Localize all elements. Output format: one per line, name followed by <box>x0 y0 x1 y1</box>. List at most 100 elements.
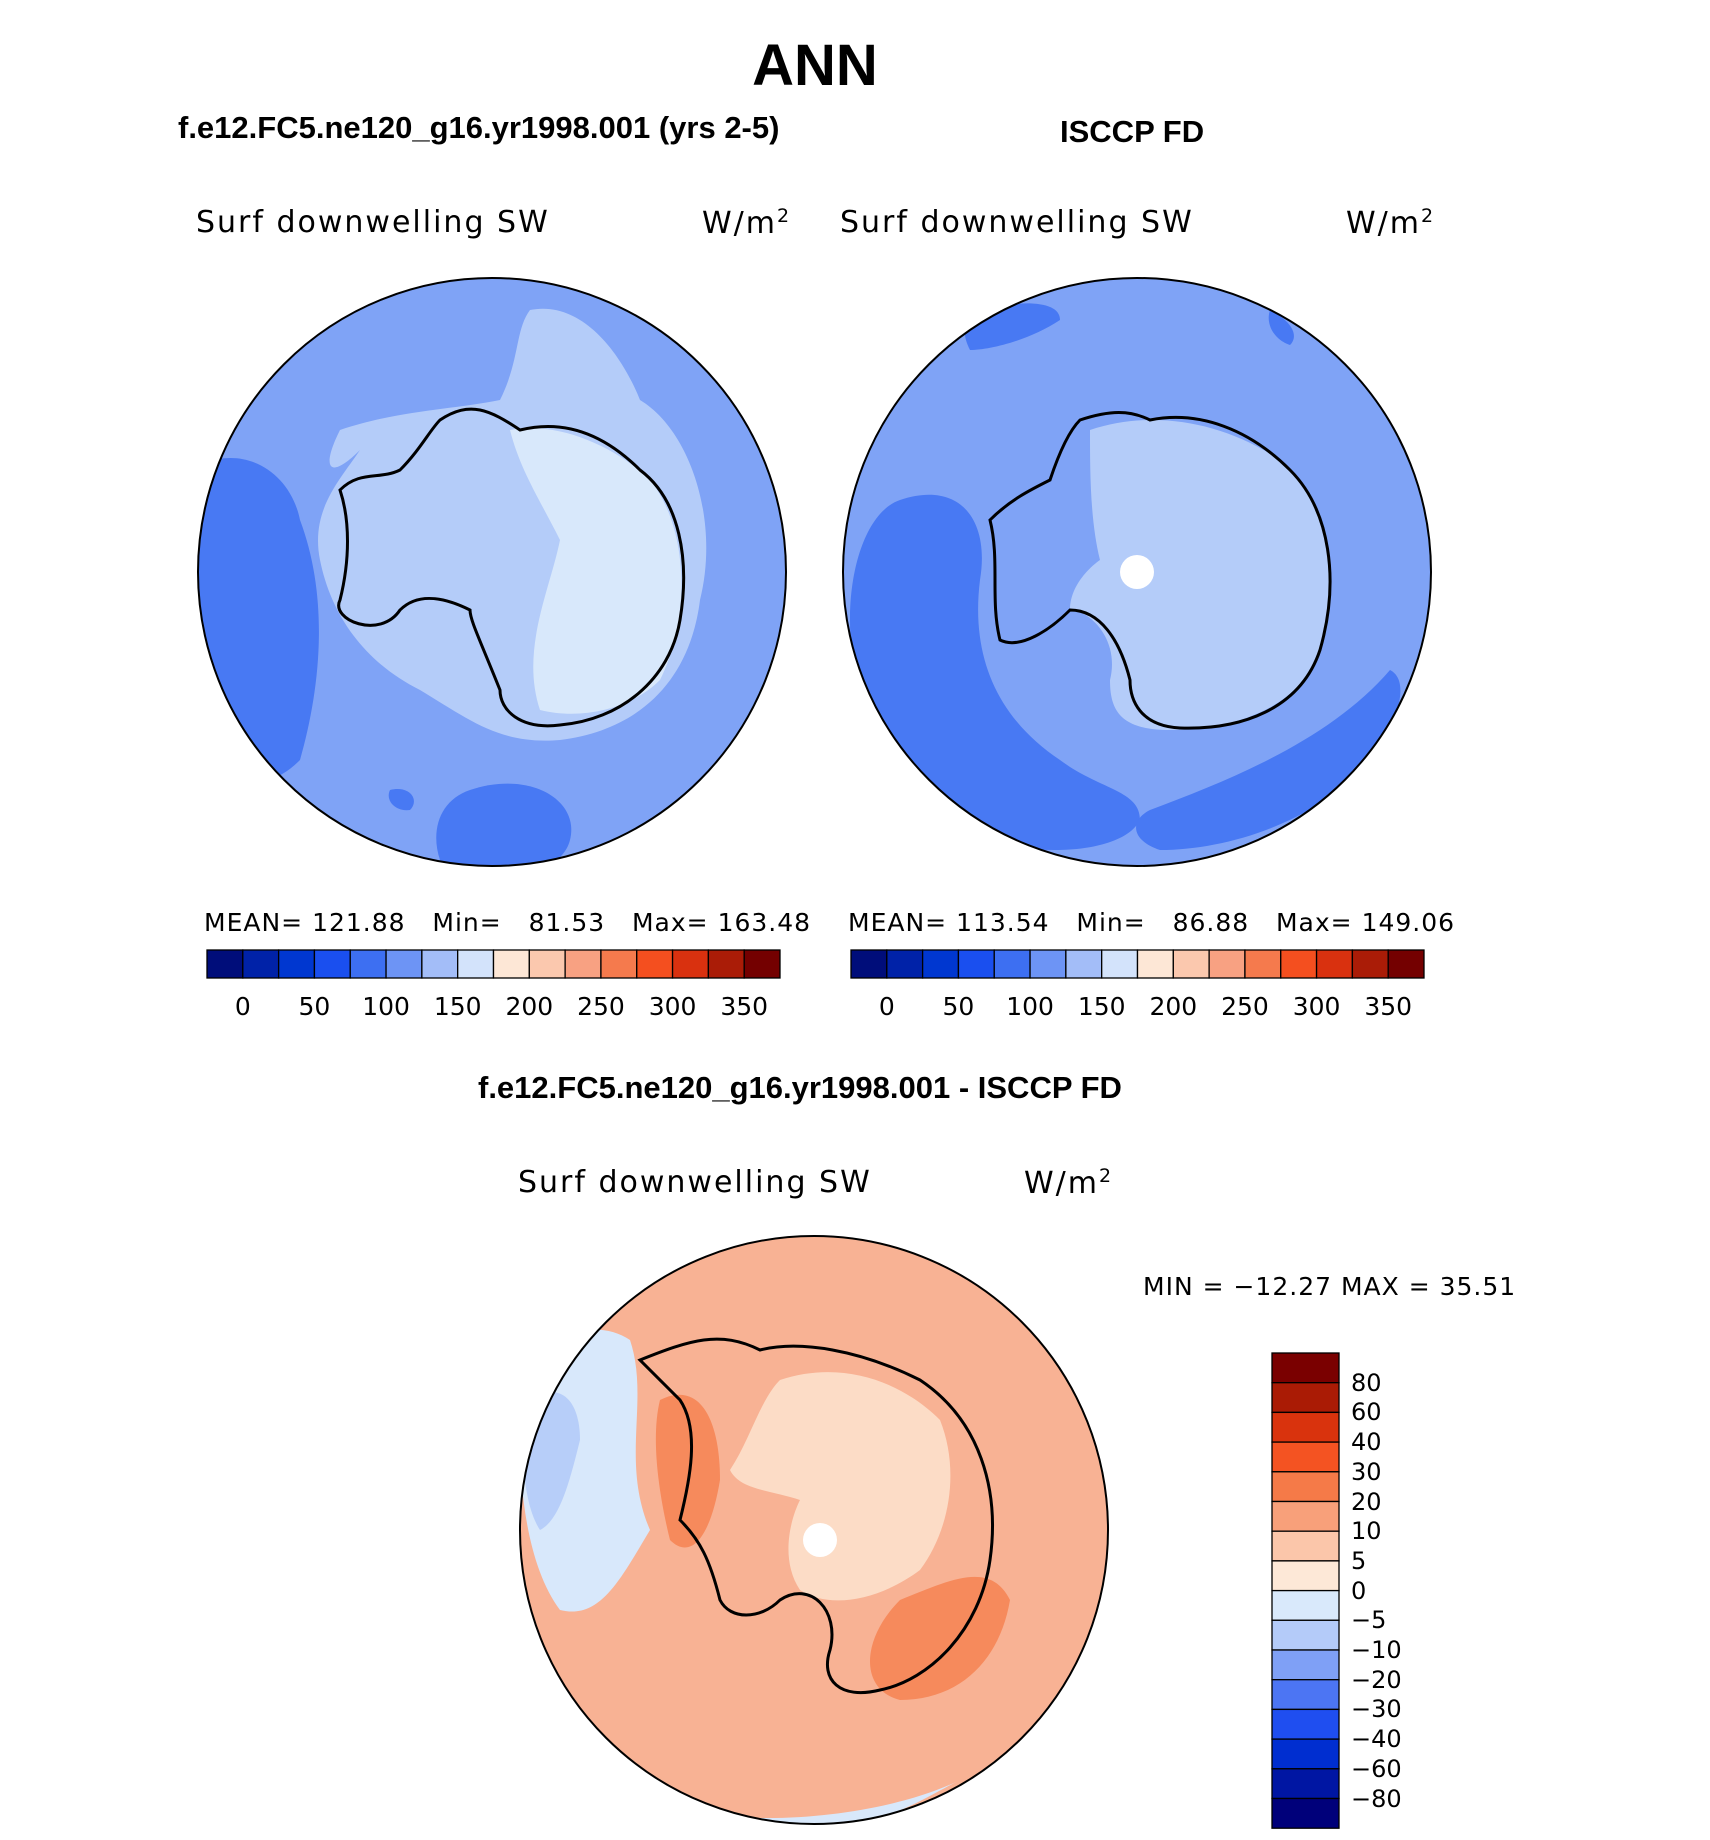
panel3-missing-data-pole <box>803 1523 837 1557</box>
panel2-colorbar-box <box>993 949 1031 979</box>
panel1-colorbar-tick-label: 150 <box>433 992 482 1021</box>
panel3-colorbar-box <box>1271 1708 1340 1740</box>
panel2-colorbar-tick-label: 350 <box>1364 992 1413 1021</box>
panel1-colorbar-box <box>707 949 745 979</box>
panel2-storm-track-east <box>1136 670 1401 850</box>
panel2-colorbar-box <box>850 949 888 979</box>
panel3-stats: MIN = −12.27 MAX = 35.51 <box>1143 1272 1517 1301</box>
panel2-missing-data-pole <box>1120 555 1154 589</box>
panel2-colorbar-box <box>1315 949 1354 979</box>
panel3-colorbar-box <box>1271 1738 1340 1770</box>
panel2-colorbar-box <box>1387 949 1425 979</box>
panel3-colorbar-tick-label: −60 <box>1351 1754 1402 1783</box>
panel3-colorbar-box <box>1271 1619 1340 1651</box>
panel1-colorbar-box <box>743 949 781 979</box>
panel2-colorbar-tick-label: 0 <box>878 992 895 1021</box>
panel2-colorbar-box <box>1244 949 1282 979</box>
panel2-plateau <box>1070 420 1330 730</box>
panel3-colorbar-tick-label: 40 <box>1351 1428 1382 1457</box>
panel3-colorbar-tick-label: −30 <box>1351 1695 1402 1724</box>
panel2-storm-track-west <box>850 494 1140 850</box>
panel1-colorbar-tick-label: 300 <box>648 992 697 1021</box>
panel3-colorbar-box <box>1271 1560 1340 1592</box>
panel3-colorbar-box <box>1271 1797 1340 1829</box>
panel2-units: W/m2 <box>1346 205 1436 241</box>
panel1-colorbar-tick-label: 250 <box>577 992 625 1021</box>
panel3-colorbar-box <box>1271 1500 1340 1532</box>
panel2-colorbar-tick-label: 250 <box>1221 992 1269 1021</box>
panel3-colorbar-box <box>1271 1471 1340 1503</box>
panel3-title: f.e12.FC5.ne120_g16.yr1998.001 - ISCCP F… <box>478 1070 1122 1105</box>
panel1-colorbar-box <box>421 949 459 979</box>
panel2-colorbar-tick-label: 200 <box>1149 992 1198 1021</box>
panel3-colorbar-box <box>1271 1411 1340 1443</box>
panel3-colorbar-box <box>1271 1382 1340 1414</box>
panel3-colorbar-box <box>1271 1589 1340 1621</box>
panel2-colorbar-box <box>886 949 924 979</box>
panel1-colorbar-box <box>349 949 387 979</box>
panel2-colorbar-tick-label: 50 <box>942 992 975 1021</box>
panel1-units: W/m2 <box>702 205 792 241</box>
panel1-colorbar-box <box>564 949 602 979</box>
panel1-colorbar-tick-label: 200 <box>505 992 554 1021</box>
panel3-colorbar-box <box>1271 1768 1340 1800</box>
panel2-antarctica-coastline <box>988 411 1332 730</box>
panel1-colorbar-tick-label: 350 <box>720 992 769 1021</box>
panel2-colorbar-box <box>1029 949 1067 979</box>
panel3-map-border <box>519 1235 1109 1825</box>
panel3-colorbar-tick-label: −20 <box>1351 1665 1402 1694</box>
panel2-colorbar-tick-label: 100 <box>1006 992 1054 1021</box>
panel3-antarctica-coastline <box>637 1337 994 1695</box>
panel2-colorbar-tick-label: 300 <box>1292 992 1341 1021</box>
panel2-map-border <box>842 277 1432 867</box>
panel1-colorbar-box <box>385 949 423 979</box>
panel1-colorbar-tick-label: 0 <box>234 992 251 1021</box>
panel1-low-region-north <box>436 783 572 866</box>
panel1-colorbar-box <box>528 949 566 979</box>
panel1-colorbar-box <box>206 949 244 979</box>
panel1-colorbar-box <box>277 949 316 979</box>
panel1-map <box>198 278 786 866</box>
panel1-stats: MEAN= 121.88 Min= 81.53 Max= 163.48 <box>204 908 812 937</box>
panel2-variable-label: Surf downwelling SW <box>840 205 1194 240</box>
panel3-colorbar-box <box>1271 1352 1340 1384</box>
panel3-colorbar-tick-label: 30 <box>1351 1457 1382 1486</box>
panel3-colorbar-tick-label: 5 <box>1351 1546 1367 1575</box>
panel1-colorbar-box <box>313 949 351 979</box>
panel1-map-border <box>197 277 787 867</box>
panel3-colorbar-box <box>1271 1530 1340 1562</box>
panel1-colorbar-box <box>457 949 495 979</box>
panel3-colorbar-tick-label: 80 <box>1351 1368 1382 1397</box>
panel2-colorbar-box <box>1351 949 1389 979</box>
panel1-colorbar-box <box>242 949 280 979</box>
panel3-colorbar-tick-label: 60 <box>1351 1398 1382 1427</box>
panel2-colorbar-box <box>1136 949 1174 979</box>
panel2-colorbar-box <box>1172 949 1210 979</box>
panel3-map <box>520 1236 1108 1824</box>
panel3-positive-peninsula <box>655 1394 720 1548</box>
panel1-colorbar-box <box>492 949 530 979</box>
panel1-low-patch <box>388 789 414 811</box>
panel2-map <box>843 278 1431 866</box>
panel1-colorbar-box <box>600 949 638 979</box>
panel3-variable-label: Surf downwelling SW <box>518 1165 872 1200</box>
panel3-colorbar-tick-label: 10 <box>1351 1517 1382 1546</box>
panel3-interior-light <box>730 1372 951 1601</box>
panel1-colorbar <box>206 949 781 979</box>
panel2-colorbar-box <box>1065 949 1103 979</box>
panel3-colorbar <box>1271 1352 1340 1829</box>
panel3-colorbar-tick-label: −5 <box>1351 1606 1387 1635</box>
panel1-colorbar-box <box>636 949 674 979</box>
figure-title: ANN <box>752 33 878 98</box>
panel2-colorbar-box <box>957 949 995 979</box>
panel3-colorbar-tick-label: 20 <box>1351 1487 1382 1516</box>
panel2-low-patch-ne <box>1268 310 1294 345</box>
panel1-colorbar-tick-label: 100 <box>362 992 410 1021</box>
panel2-colorbar-box <box>1101 949 1139 979</box>
panel3-colorbar-tick-label: −80 <box>1351 1784 1402 1813</box>
panel1-title: f.e12.FC5.ne120_g16.yr1998.001 (yrs 2-5) <box>178 110 780 145</box>
panel2-colorbar-box <box>921 949 960 979</box>
panel2-colorbar-box <box>1280 949 1318 979</box>
panel3-units: W/m2 <box>1024 1165 1114 1201</box>
